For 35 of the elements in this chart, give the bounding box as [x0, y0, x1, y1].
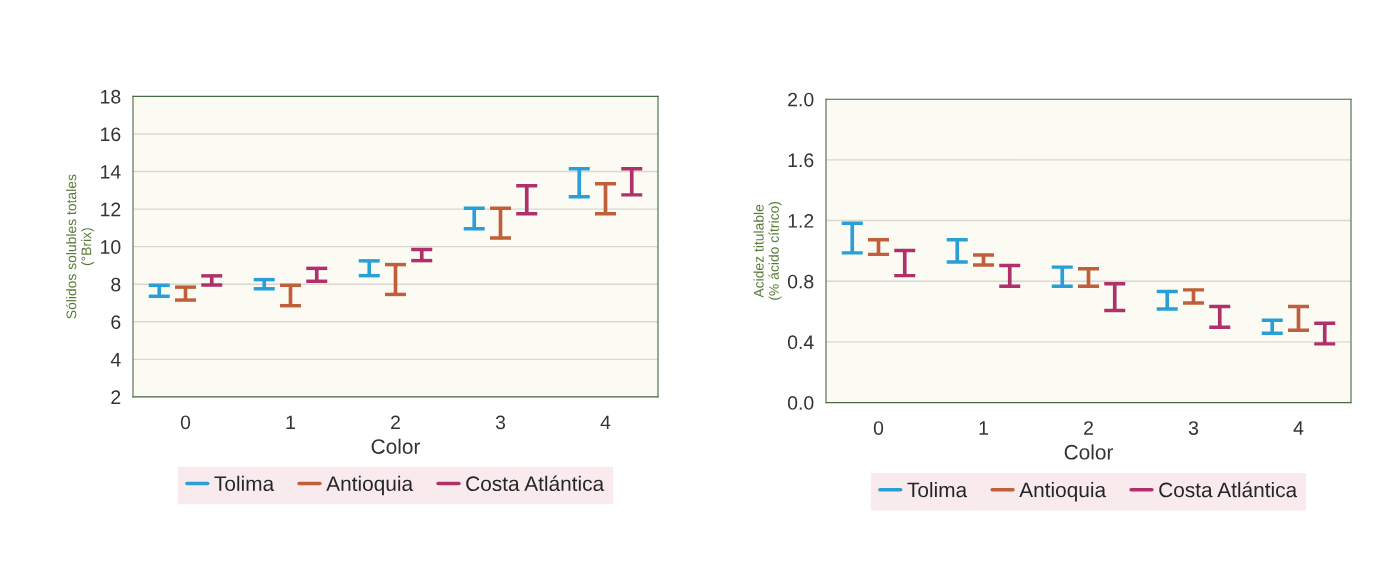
x-tick-label: 1 — [286, 415, 295, 430]
y-tick-label: 2.0 — [788, 92, 814, 107]
y-tick-label: 0.0 — [787, 396, 814, 410]
x-tick-label: 2 — [391, 415, 400, 430]
y-tick-label: 0.4 — [787, 335, 814, 350]
y-tick-label: 8 — [111, 277, 121, 292]
x-tick-label: 0 — [180, 415, 191, 430]
x-tick-label: 4 — [1293, 421, 1304, 435]
y-tick-label: 10 — [101, 240, 121, 254]
legend-label: Antioquia — [326, 475, 414, 496]
x-axis-title: Color — [371, 438, 421, 454]
legend-label: Costa Atlántica — [466, 475, 605, 492]
legend-label: Tolima — [214, 475, 275, 492]
x-tick-label: 2 — [1084, 421, 1093, 435]
legend-label: Antioquia — [1019, 481, 1107, 502]
legend-label: Tolima — [907, 481, 968, 498]
y-axis-title: Sólidos solubles totales (°Brix) — [65, 174, 95, 319]
y-tick-label: 16 — [101, 127, 121, 142]
x-tick-label: 1 — [979, 421, 988, 435]
x-tick-label: 3 — [1188, 421, 1199, 435]
x-tick-label: 3 — [495, 415, 506, 430]
y-tick-label: 12 — [101, 202, 121, 217]
y-tick-label: 14 — [101, 165, 121, 179]
y-axis-title: Acidez titulable (% ácido cítrico) — [753, 201, 782, 300]
x-tick-label: 4 — [600, 415, 611, 430]
y-tick-label: 2 — [111, 390, 121, 404]
legend-label: Costa Atlántica — [1159, 481, 1298, 498]
x-axis-title: Color — [1064, 444, 1114, 460]
y-tick-label: 6 — [111, 315, 121, 330]
y-tick-label: 1.2 — [788, 214, 814, 228]
y-tick-label: 0.8 — [787, 274, 814, 289]
x-tick-label: 0 — [873, 421, 884, 435]
y-tick-label: 4 — [110, 353, 121, 367]
y-tick-label: 1.6 — [788, 153, 814, 168]
y-tick-label: 18 — [101, 89, 121, 104]
